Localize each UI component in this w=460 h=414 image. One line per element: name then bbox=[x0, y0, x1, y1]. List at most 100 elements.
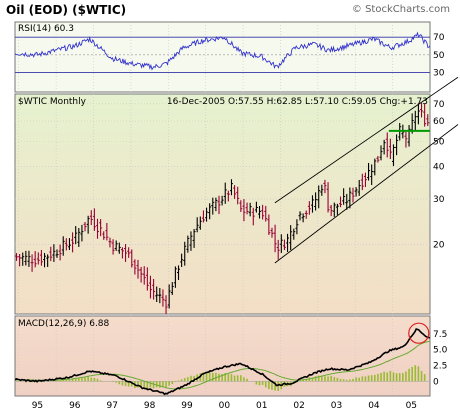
price-bar bbox=[385, 132, 389, 158]
year-gridlines bbox=[15, 22, 430, 396]
trend-channel-upper bbox=[274, 95, 430, 204]
macd-tick-label: 2.5 bbox=[433, 362, 447, 372]
price-bar bbox=[345, 193, 349, 210]
price-bar bbox=[270, 227, 274, 238]
price-tick-label: 30 bbox=[433, 195, 445, 205]
price-bar bbox=[105, 222, 109, 241]
price-bar bbox=[30, 254, 34, 272]
price-bar bbox=[314, 192, 318, 211]
rsi-panel bbox=[14, 21, 431, 93]
price-bar bbox=[367, 162, 371, 181]
price-bar bbox=[351, 187, 355, 203]
price-bar bbox=[339, 196, 343, 208]
price-bar bbox=[27, 250, 31, 267]
price-bar bbox=[317, 185, 321, 209]
price-bar bbox=[307, 201, 311, 215]
macd-tick-label: 7.5 bbox=[433, 330, 447, 340]
macd-line bbox=[15, 328, 430, 396]
price-bar bbox=[52, 244, 56, 262]
rsi-line bbox=[15, 31, 430, 71]
price-tick-label: 40 bbox=[433, 163, 445, 173]
price-bar bbox=[226, 190, 230, 202]
price-bar bbox=[304, 210, 308, 219]
trend-channel-lower bbox=[274, 145, 430, 264]
price-bar bbox=[173, 266, 177, 288]
price-bar bbox=[379, 145, 383, 161]
price-bar bbox=[80, 224, 84, 242]
price-bar bbox=[21, 252, 25, 266]
x-axis-label: 05 bbox=[406, 401, 417, 411]
chart-title: Oil (EOD) ($WTIC) bbox=[6, 3, 127, 17]
price-bar bbox=[413, 110, 417, 131]
price-tick-label: 60 bbox=[433, 117, 445, 127]
price-bar bbox=[201, 210, 205, 223]
price-bar bbox=[420, 102, 424, 118]
price-bar bbox=[99, 219, 103, 237]
price-bar bbox=[357, 179, 361, 196]
price-bar bbox=[326, 182, 330, 213]
price-bar bbox=[382, 139, 386, 155]
price-bar bbox=[211, 197, 215, 215]
price-bar bbox=[395, 134, 399, 156]
price-bar bbox=[223, 182, 227, 204]
price-bar bbox=[170, 282, 174, 295]
price-bar bbox=[74, 226, 78, 245]
x-axis-label: 04 bbox=[368, 401, 380, 411]
price-bar bbox=[33, 251, 37, 268]
price-bar bbox=[55, 249, 59, 258]
rsi-tick-label: 30 bbox=[433, 68, 445, 78]
price-bar bbox=[426, 114, 430, 127]
price-bar bbox=[245, 202, 249, 215]
price-bar bbox=[298, 211, 302, 221]
price-bar bbox=[49, 246, 53, 262]
price-bar bbox=[295, 219, 299, 235]
price-bar bbox=[161, 289, 165, 307]
rsi-label: RSI(14) 60.3 bbox=[18, 24, 74, 34]
price-bar bbox=[186, 235, 190, 253]
price-tick-label: 50 bbox=[433, 138, 445, 148]
price-bar bbox=[320, 184, 324, 196]
x-axis-label: 96 bbox=[69, 401, 81, 411]
price-bar bbox=[373, 158, 377, 176]
price-bar bbox=[233, 185, 237, 199]
price-bar bbox=[276, 239, 280, 260]
price-bar bbox=[39, 249, 43, 266]
price-bar bbox=[360, 173, 364, 191]
rsi-reference-lines bbox=[15, 36, 430, 73]
price-bar bbox=[388, 138, 392, 160]
price-bar bbox=[404, 131, 408, 148]
price-bar bbox=[71, 232, 75, 253]
x-axis-label: 95 bbox=[32, 401, 43, 411]
price-bar bbox=[267, 214, 271, 235]
price-bar bbox=[86, 215, 90, 234]
price-bar bbox=[58, 244, 62, 261]
stockcharts-credit: © StockCharts.com bbox=[351, 4, 450, 15]
price-bar bbox=[145, 267, 149, 291]
price-bar bbox=[261, 204, 265, 220]
price-bar bbox=[354, 187, 358, 197]
price-bar bbox=[323, 179, 327, 194]
price-bar bbox=[142, 266, 146, 285]
price-bar bbox=[189, 231, 193, 251]
price-bar bbox=[198, 216, 202, 230]
price-bar bbox=[114, 240, 118, 251]
price-bar bbox=[61, 236, 65, 256]
price-bar bbox=[282, 239, 286, 251]
price-bar bbox=[167, 284, 171, 309]
price-bar bbox=[148, 275, 152, 299]
price-bar bbox=[370, 164, 374, 186]
price-bar bbox=[133, 259, 137, 275]
price-bar bbox=[177, 265, 181, 281]
price-bar bbox=[127, 247, 131, 258]
rsi-tick-label: 50 bbox=[433, 51, 445, 61]
price-bar bbox=[220, 195, 224, 206]
price-bar bbox=[195, 217, 199, 233]
price-bar bbox=[214, 197, 218, 212]
price-bar bbox=[15, 253, 18, 261]
price-bar bbox=[120, 247, 124, 259]
price-bar bbox=[289, 225, 293, 251]
price-bar bbox=[18, 253, 22, 267]
price-bar bbox=[117, 242, 121, 254]
price-bar bbox=[24, 250, 28, 266]
